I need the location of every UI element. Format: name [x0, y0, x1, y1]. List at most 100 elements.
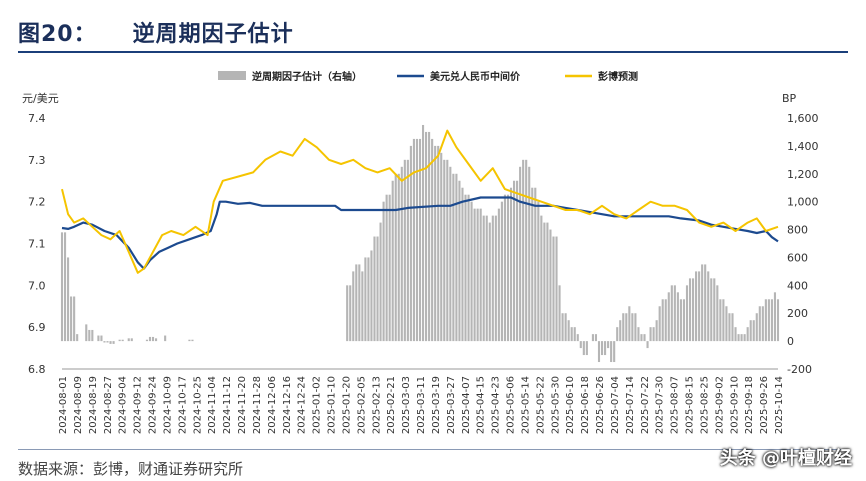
bar: [452, 173, 455, 342]
bar: [585, 341, 588, 356]
bar: [97, 335, 100, 342]
bar: [664, 299, 667, 342]
bar: [670, 285, 673, 342]
bar: [118, 339, 121, 342]
x-tick-label: 2024-09-04: [118, 376, 129, 434]
bar: [428, 131, 431, 342]
bar: [73, 296, 76, 342]
bar: [352, 271, 355, 342]
bar: [473, 208, 476, 342]
right-tick-label: 1,200: [787, 168, 819, 181]
bar: [637, 327, 640, 342]
bar: [728, 313, 731, 342]
bar: [722, 299, 725, 342]
bar: [597, 341, 601, 363]
bar: [682, 299, 686, 342]
bar: [519, 166, 522, 342]
watermark: 头条 @叶檀财经: [719, 448, 852, 469]
bar: [437, 145, 440, 342]
bar: [500, 201, 503, 342]
x-tick-label: 2025-09-10: [729, 376, 740, 434]
bar: [503, 194, 507, 342]
bar: [685, 285, 689, 342]
bar: [488, 222, 491, 342]
bar: [446, 159, 449, 342]
bar: [679, 299, 682, 342]
bar: [691, 278, 695, 342]
left-tick-label: 7.4: [28, 112, 46, 125]
right-tick-label: 600: [787, 251, 808, 264]
right-tick-label: -200: [787, 363, 812, 376]
bar: [361, 271, 364, 342]
bar: [67, 257, 70, 342]
bar: [631, 313, 634, 342]
bar: [482, 215, 485, 342]
bar: [425, 131, 428, 342]
bar: [743, 334, 746, 342]
bar: [776, 299, 780, 342]
bar: [600, 341, 604, 356]
bar: [494, 215, 497, 342]
bar: [755, 313, 758, 342]
bar: [355, 264, 358, 342]
bar: [643, 334, 646, 342]
bar: [582, 341, 585, 356]
bar: [443, 159, 446, 342]
bar: [358, 264, 361, 342]
bar: [127, 338, 130, 342]
right-tick-label: 1,000: [787, 196, 819, 209]
left-tick-label: 6.9: [28, 321, 46, 334]
bar: [549, 229, 552, 342]
bar: [740, 334, 743, 342]
bar: [121, 339, 124, 342]
bar: [634, 313, 637, 342]
x-tick-label: 2024-08-27: [103, 376, 114, 434]
bar: [349, 285, 352, 342]
bar: [112, 341, 115, 344]
left-axis-ticks: 7.4 7.3 7.2 7.1 7.0 6.9 6.8: [28, 112, 46, 376]
right-tick-label: 1,400: [787, 140, 819, 153]
x-tick-label: 2024-10-09: [162, 376, 173, 434]
bar: [667, 292, 670, 342]
bar: [382, 201, 385, 342]
bar: [619, 320, 622, 342]
bar: [522, 159, 525, 342]
x-tick-label: 2024-08-01: [58, 376, 69, 434]
bar: [773, 292, 777, 342]
bar: [610, 341, 613, 363]
bar: [695, 271, 698, 342]
legend-label-fixing: 美元兑人民币中间价: [430, 70, 521, 83]
bar: [394, 173, 397, 342]
bar: [85, 324, 88, 342]
bar: [737, 334, 740, 342]
bar: [455, 173, 458, 342]
bar: [552, 236, 555, 342]
bar: [100, 335, 103, 342]
x-tick-label: 2025-08-07: [670, 376, 681, 434]
bar: [764, 299, 767, 342]
x-tick-label: 2025-02-13: [371, 376, 382, 434]
x-tick-label: 2024-12-24: [297, 376, 308, 434]
bar: [379, 222, 382, 342]
bar: [63, 232, 67, 342]
right-tick-label: 400: [787, 279, 808, 292]
x-tick-label: 2025-07-14: [625, 376, 636, 434]
bar: [767, 299, 770, 342]
x-tick-label: 2025-10-14: [774, 376, 785, 434]
x-tick-label: 2025-06-10: [565, 376, 576, 434]
bar: [698, 271, 701, 342]
x-tick-label: 2025-04-23: [491, 376, 502, 434]
bar: [710, 278, 713, 342]
bar: [491, 215, 494, 342]
chart-title: 图20： 逆周期因子估计: [18, 16, 294, 48]
bar: [640, 334, 643, 342]
x-tick-label: 2024-10-17: [177, 376, 188, 434]
x-tick-label: 2024-08-09: [73, 376, 84, 434]
x-tick-label: 2025-01-02: [312, 376, 323, 434]
bar: [516, 180, 519, 342]
x-tick-label: 2024-12-16: [282, 376, 293, 434]
left-tick-label: 7.2: [28, 196, 46, 209]
x-tick-label: 2024-09-24: [148, 376, 159, 434]
x-tick-label: 2024-11-20: [237, 376, 248, 434]
footer-divider: [18, 449, 848, 450]
